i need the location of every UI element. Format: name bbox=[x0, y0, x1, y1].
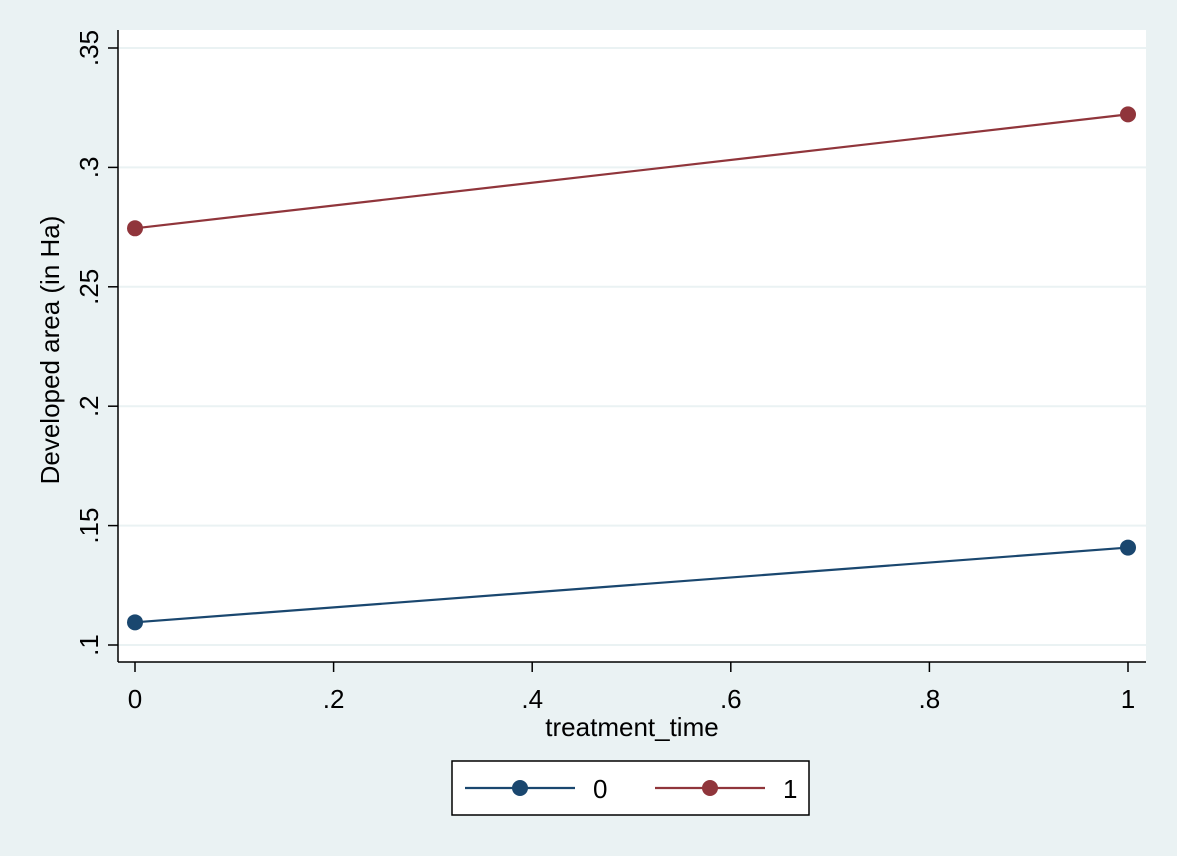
x-tick-label: .6 bbox=[720, 684, 742, 714]
series-0-line bbox=[134, 546, 1129, 624]
axes: .1 .15 .2 .25 .3 .35 0 .2 .4 .6 .8 1 bbox=[74, 30, 1146, 714]
y-axis-title: Developed area (in Ha) bbox=[35, 216, 65, 485]
series-layer bbox=[127, 106, 1136, 631]
y-tick-label: .35 bbox=[74, 30, 104, 66]
series-1-point bbox=[1120, 106, 1136, 123]
series-0-point bbox=[127, 614, 143, 631]
legend-1-marker bbox=[702, 780, 718, 796]
legend-0-marker bbox=[512, 780, 528, 796]
gridlines bbox=[118, 47, 1146, 646]
x-tick-label: 1 bbox=[1121, 684, 1135, 714]
series-1-point bbox=[127, 220, 143, 237]
legend-0-label: 0 bbox=[593, 774, 607, 804]
y-tick-label: .15 bbox=[74, 508, 104, 544]
series-1-line bbox=[134, 113, 1129, 230]
x-axis-title: treatment_time bbox=[545, 712, 718, 742]
x-tick-label: .2 bbox=[323, 684, 345, 714]
series-0-point bbox=[1120, 539, 1136, 556]
x-tick-label: .4 bbox=[521, 684, 543, 714]
y-tick-label: .3 bbox=[74, 157, 104, 179]
y-tick-label: .2 bbox=[74, 395, 104, 417]
x-tick-label: .8 bbox=[919, 684, 941, 714]
y-tick-label: .1 bbox=[74, 634, 104, 656]
x-tick-label: 0 bbox=[128, 684, 142, 714]
plot-region bbox=[118, 30, 1146, 662]
y-tick-label: .25 bbox=[74, 269, 104, 305]
legend-1-label: 1 bbox=[783, 774, 797, 804]
